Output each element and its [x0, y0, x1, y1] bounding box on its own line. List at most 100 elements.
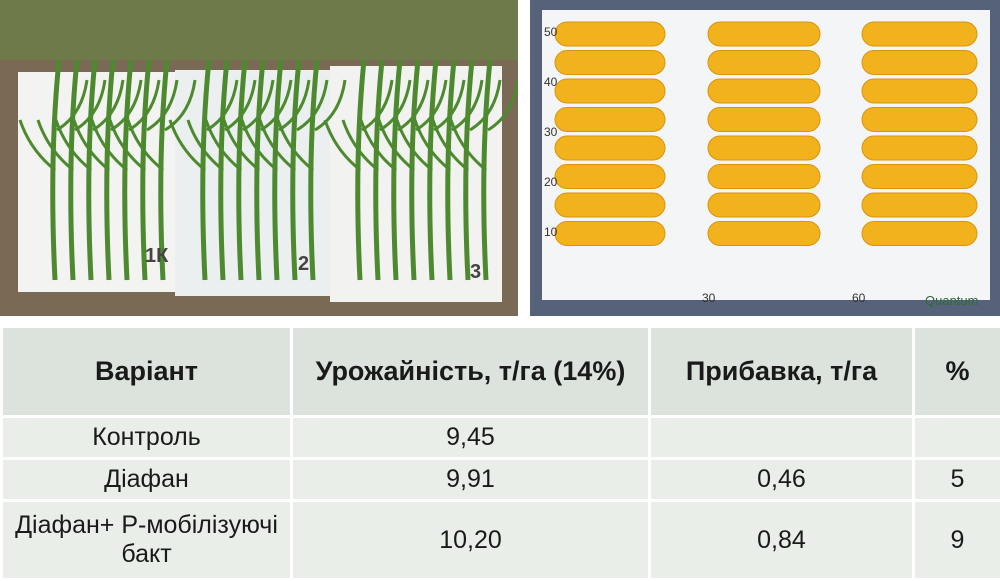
plant — [122, 59, 134, 281]
plant — [427, 59, 439, 281]
leaf — [431, 79, 502, 172]
plant — [445, 59, 457, 281]
header-cell: % — [912, 324, 1000, 419]
ruler-label: 30 — [544, 125, 558, 139]
photo-label: 3 — [470, 261, 481, 283]
plant — [104, 59, 116, 281]
plant — [290, 59, 302, 281]
plant — [68, 59, 80, 281]
cell: Діафан+ Р-мобілізуючі бакт — [0, 499, 293, 581]
corn-cob — [861, 164, 978, 189]
plant — [308, 59, 320, 281]
cell: 9,45 — [290, 415, 651, 461]
corn-cob — [707, 135, 821, 161]
plant — [140, 59, 152, 281]
corn-cob — [554, 164, 666, 189]
leaf — [276, 79, 347, 172]
cell: 5 — [912, 457, 1000, 502]
corn-cob — [861, 78, 978, 104]
brand: Quantum — [925, 293, 978, 308]
plant — [463, 59, 475, 281]
corn-cob — [707, 221, 821, 246]
results-table: Варіант Урожайність, т/га (14%) Прибавка, … — [0, 324, 1000, 581]
leaf — [222, 79, 293, 172]
photo-label: 2 — [298, 253, 309, 275]
corn-cob — [861, 107, 978, 132]
header-cell: Варіант — [0, 324, 293, 419]
leaf — [204, 79, 275, 172]
corn-cob — [554, 78, 666, 104]
leaf — [240, 79, 311, 172]
plant — [254, 59, 266, 281]
row: Діафан 9,91 0,46 5 — [0, 457, 1000, 502]
header-row: Варіант Урожайність, т/га (14%) Прибавка, … — [0, 324, 1000, 419]
leaf — [258, 79, 329, 172]
corn-cob — [554, 221, 666, 246]
header-cell: Прибавка, т/га — [648, 324, 915, 419]
ruler-label: 30 — [702, 291, 716, 305]
corn-cob — [861, 135, 978, 161]
corn-cob — [861, 21, 978, 47]
corn-cob — [707, 50, 821, 75]
plant — [409, 59, 421, 281]
leaf — [377, 79, 448, 172]
plant — [218, 59, 230, 281]
leaf — [323, 79, 394, 172]
cobs-photo: 50 40 30 20 10 30 60 Quantum — [530, 0, 1000, 316]
leaf — [449, 79, 518, 172]
cell: 0,84 — [648, 499, 915, 581]
leaf — [168, 79, 239, 172]
corn-cob — [554, 50, 666, 75]
cell — [912, 415, 1000, 461]
leaf — [72, 79, 143, 172]
plant — [236, 59, 248, 281]
corn-cob — [707, 21, 821, 47]
cell — [648, 415, 915, 461]
leaf — [126, 79, 197, 172]
row: Діафан+ Р-мобілізуючі бакт 10,20 0,84 9 — [0, 499, 1000, 581]
cell: Діафан — [0, 457, 293, 502]
cell: 9 — [912, 499, 1000, 581]
leaf — [341, 79, 412, 172]
row: Контроль 9,45 — [0, 415, 1000, 461]
leaf — [395, 79, 466, 172]
plant — [50, 59, 62, 281]
header-cell: Урожайність, т/га (14%) — [290, 324, 651, 419]
corn-cob — [554, 192, 666, 218]
ruler-label: 20 — [544, 175, 558, 189]
corn-cob — [861, 221, 978, 246]
plant — [391, 59, 403, 281]
leaf — [54, 79, 125, 172]
plant — [86, 59, 98, 281]
ruler-label: 60 — [852, 291, 866, 305]
corn-cob — [707, 107, 821, 132]
photo-label: 1К — [145, 245, 169, 267]
plant — [373, 59, 385, 281]
leaf — [359, 79, 430, 172]
cell: 0,46 — [648, 457, 915, 502]
leaf — [186, 79, 257, 172]
corn-cob — [707, 78, 821, 104]
leaf — [108, 79, 179, 172]
corn-cob — [554, 21, 666, 47]
cell: 10,20 — [290, 499, 651, 581]
plant — [481, 59, 493, 281]
plant — [355, 59, 367, 281]
corn-cob — [554, 107, 666, 132]
ruler-label: 40 — [544, 75, 558, 89]
plant — [158, 59, 170, 281]
plants-photo: 1К 2 3 — [0, 0, 518, 316]
corn-cob — [707, 164, 821, 189]
leaf — [36, 79, 107, 172]
corn-cob — [554, 135, 666, 161]
ruler-label: 50 — [544, 25, 558, 39]
leaf — [18, 79, 89, 172]
leaf — [90, 79, 161, 172]
plant — [200, 59, 212, 281]
corn-cob — [861, 50, 978, 75]
corn-cob — [707, 192, 821, 218]
plant — [272, 59, 284, 281]
ruler-label: 10 — [544, 225, 558, 239]
leaf — [413, 79, 484, 172]
